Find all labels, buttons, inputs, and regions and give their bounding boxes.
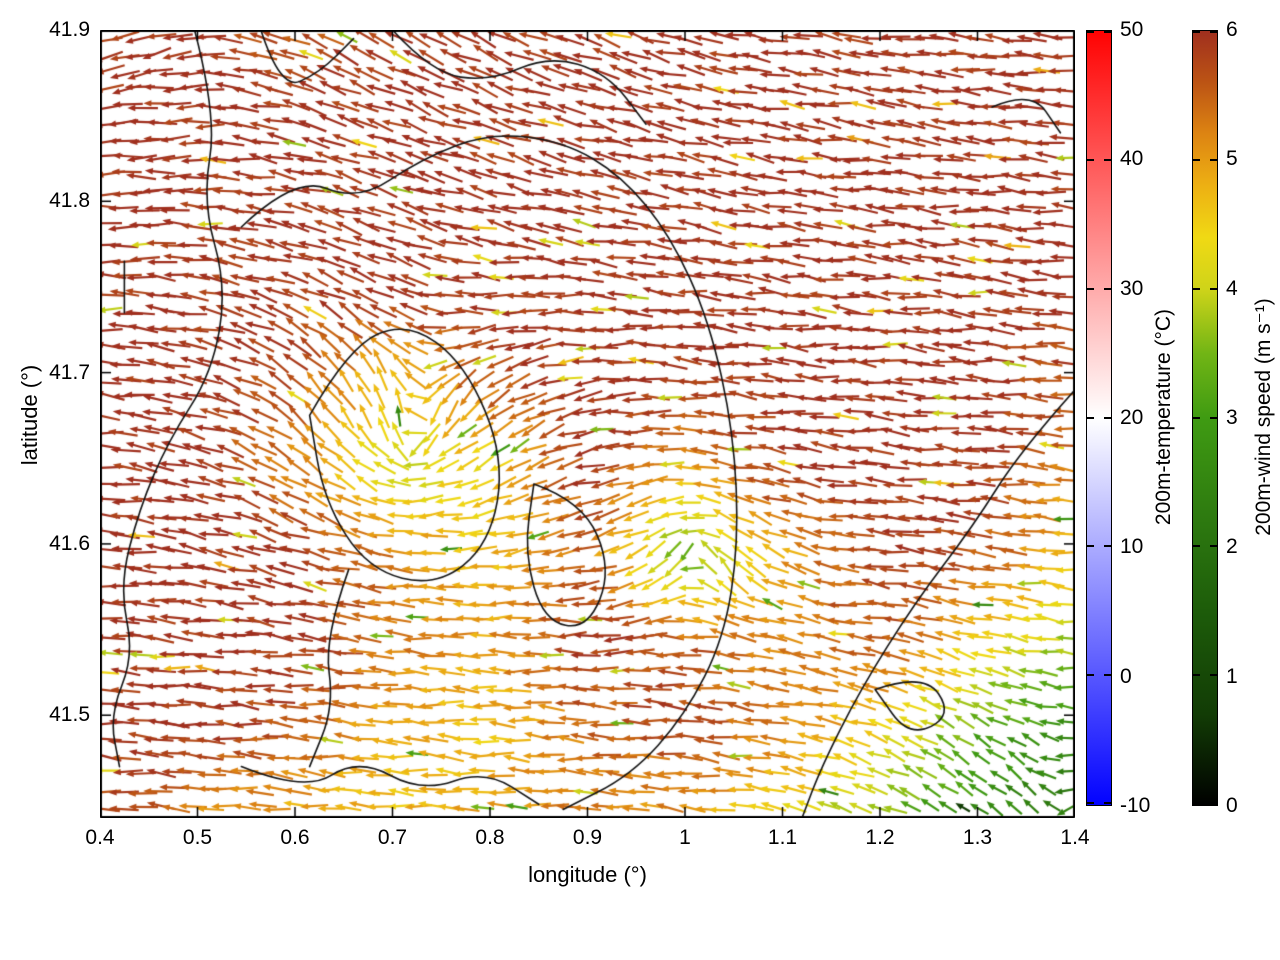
colorbar-tick — [1087, 416, 1094, 419]
colorbar-tick-label: 30 — [1120, 276, 1144, 300]
colorbar-tick-label: 5 — [1226, 147, 1238, 171]
x-tick-label: 1.3 — [962, 826, 993, 849]
colorbar-tick — [1193, 158, 1200, 161]
y-tick-label: 41.5 — [49, 703, 90, 727]
colorbar-tick — [1193, 545, 1200, 548]
colorbar-tick-label: 1 — [1226, 664, 1238, 688]
colorbar-tick — [1087, 287, 1094, 290]
colorbar-tick-label: 4 — [1226, 276, 1238, 300]
x-tick-label: 0.5 — [182, 826, 213, 849]
colorbar-tick-label: 0 — [1120, 664, 1132, 688]
colorbar-tick-label: 40 — [1120, 147, 1144, 171]
colorbar-tick — [1104, 674, 1111, 677]
colorbar-tick — [1210, 287, 1217, 290]
colorbar-tick — [1210, 416, 1217, 419]
x-tick-label: 0.6 — [280, 826, 310, 849]
colorbar-tick — [1193, 416, 1200, 419]
colorbar-tick — [1104, 416, 1111, 419]
colorbar-tick — [1087, 802, 1094, 804]
colorbar-tick — [1210, 158, 1217, 161]
x-tick-label: 1.4 — [1060, 826, 1090, 849]
x-axis-title: longitude (°) — [528, 862, 647, 887]
colorbar-tick-label: 2 — [1226, 535, 1238, 559]
colorbar-tick — [1087, 674, 1094, 677]
colorbar-tick-label: 50 — [1120, 18, 1144, 41]
x-tick-label: 0.9 — [572, 826, 603, 849]
colorbar-tick-label: -10 — [1120, 794, 1151, 817]
x-tick-label: 0.8 — [475, 826, 505, 849]
colorbar-tick — [1104, 158, 1111, 161]
wind-speed-colorbar — [1192, 30, 1218, 806]
colorbar-tick — [1193, 31, 1200, 33]
colorbar-tick — [1104, 287, 1111, 290]
colorbar-tick — [1210, 31, 1217, 33]
colorbar-tick-label: 3 — [1226, 406, 1238, 429]
colorbar-tick — [1087, 545, 1094, 548]
colorbar-tick — [1210, 802, 1217, 804]
colorbar-tick — [1087, 158, 1094, 161]
colorbar-tick — [1087, 31, 1094, 33]
colorbar-tick — [1193, 287, 1200, 290]
y-axis-title: latitude (°) — [17, 364, 42, 466]
colorbar-tick — [1210, 674, 1217, 677]
quiver-plot-canvas — [100, 30, 1075, 818]
colorbar-tick-label: 20 — [1120, 406, 1144, 429]
colorbar-tick — [1104, 31, 1111, 33]
colorbar-tick — [1210, 545, 1217, 548]
colorbar-tick-label: 10 — [1120, 535, 1144, 559]
colorbar-tick — [1193, 674, 1200, 677]
colorbar-tick — [1104, 802, 1111, 804]
y-tick-label: 41.8 — [49, 189, 90, 213]
y-tick-label: 41.9 — [49, 18, 90, 41]
colorbar-tick-label: 6 — [1226, 18, 1238, 41]
colorbar-tick-label: 0 — [1226, 794, 1238, 817]
y-tick-label: 41.6 — [49, 531, 90, 555]
colorbar-tick — [1193, 802, 1200, 804]
temperature-colorbar — [1086, 30, 1112, 806]
x-tick-label: 0.4 — [85, 826, 115, 849]
x-tick-label: 1 — [679, 826, 691, 849]
x-tick-label: 0.7 — [377, 826, 408, 849]
y-tick-label: 41.7 — [49, 360, 90, 384]
colorbar-tick — [1104, 545, 1111, 548]
x-tick-label: 1.2 — [865, 826, 895, 849]
x-tick-label: 1.1 — [767, 826, 798, 849]
